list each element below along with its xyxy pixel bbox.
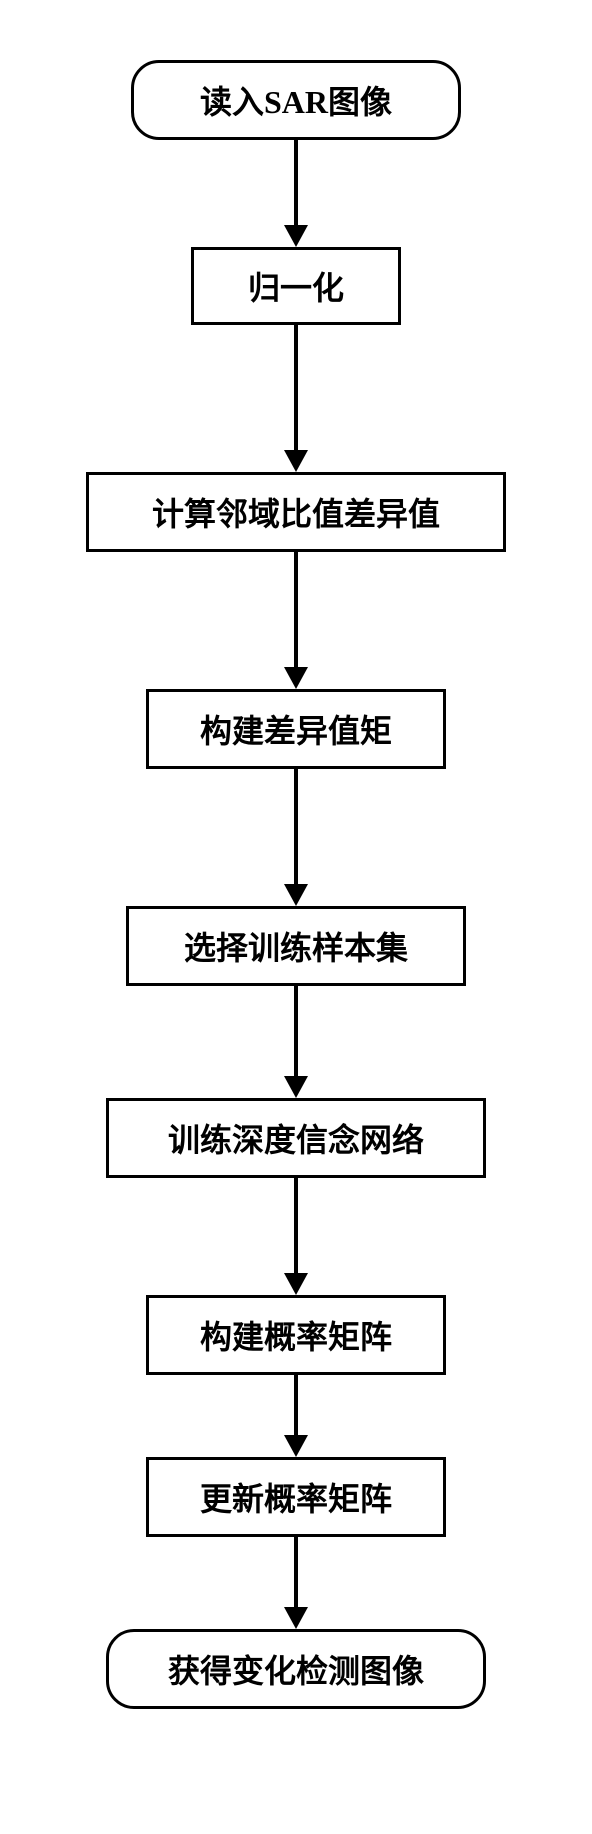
flowchart-node-select-training: 选择训练样本集 xyxy=(126,906,466,986)
arrow-line xyxy=(294,986,298,1076)
flowchart-node-build-diff-matrix: 构建差异值矩 xyxy=(146,689,446,769)
arrow-line xyxy=(294,325,298,450)
arrow-line xyxy=(294,552,298,667)
arrow-head xyxy=(284,1435,308,1457)
arrow-line xyxy=(294,1375,298,1435)
arrow xyxy=(284,552,308,689)
flowchart-node-start: 读入SAR图像 xyxy=(131,60,461,140)
arrow xyxy=(284,986,308,1098)
arrow xyxy=(284,140,308,247)
arrow-head xyxy=(284,1607,308,1629)
flowchart-container: 读入SAR图像 归一化 计算邻域比值差异值 构建差异值矩 选择训练样本集 训练深… xyxy=(86,60,506,1709)
arrow-line xyxy=(294,1178,298,1273)
flowchart-node-end: 获得变化检测图像 xyxy=(106,1629,486,1709)
arrow-line xyxy=(294,769,298,884)
arrow xyxy=(284,1537,308,1629)
flowchart-node-train-dbn: 训练深度信念网络 xyxy=(106,1098,486,1178)
arrow-head xyxy=(284,667,308,689)
arrow-head xyxy=(284,450,308,472)
arrow-head xyxy=(284,1273,308,1295)
arrow xyxy=(284,769,308,906)
arrow-head xyxy=(284,1076,308,1098)
arrow-head xyxy=(284,225,308,247)
arrow xyxy=(284,325,308,472)
flowchart-node-build-prob-matrix: 构建概率矩阵 xyxy=(146,1295,446,1375)
arrow xyxy=(284,1375,308,1457)
arrow-head xyxy=(284,884,308,906)
arrow-line xyxy=(294,140,298,225)
flowchart-node-update-prob-matrix: 更新概率矩阵 xyxy=(146,1457,446,1537)
arrow xyxy=(284,1178,308,1295)
arrow-line xyxy=(294,1537,298,1607)
flowchart-node-normalize: 归一化 xyxy=(191,247,401,325)
flowchart-node-compute-ratio: 计算邻域比值差异值 xyxy=(86,472,506,552)
